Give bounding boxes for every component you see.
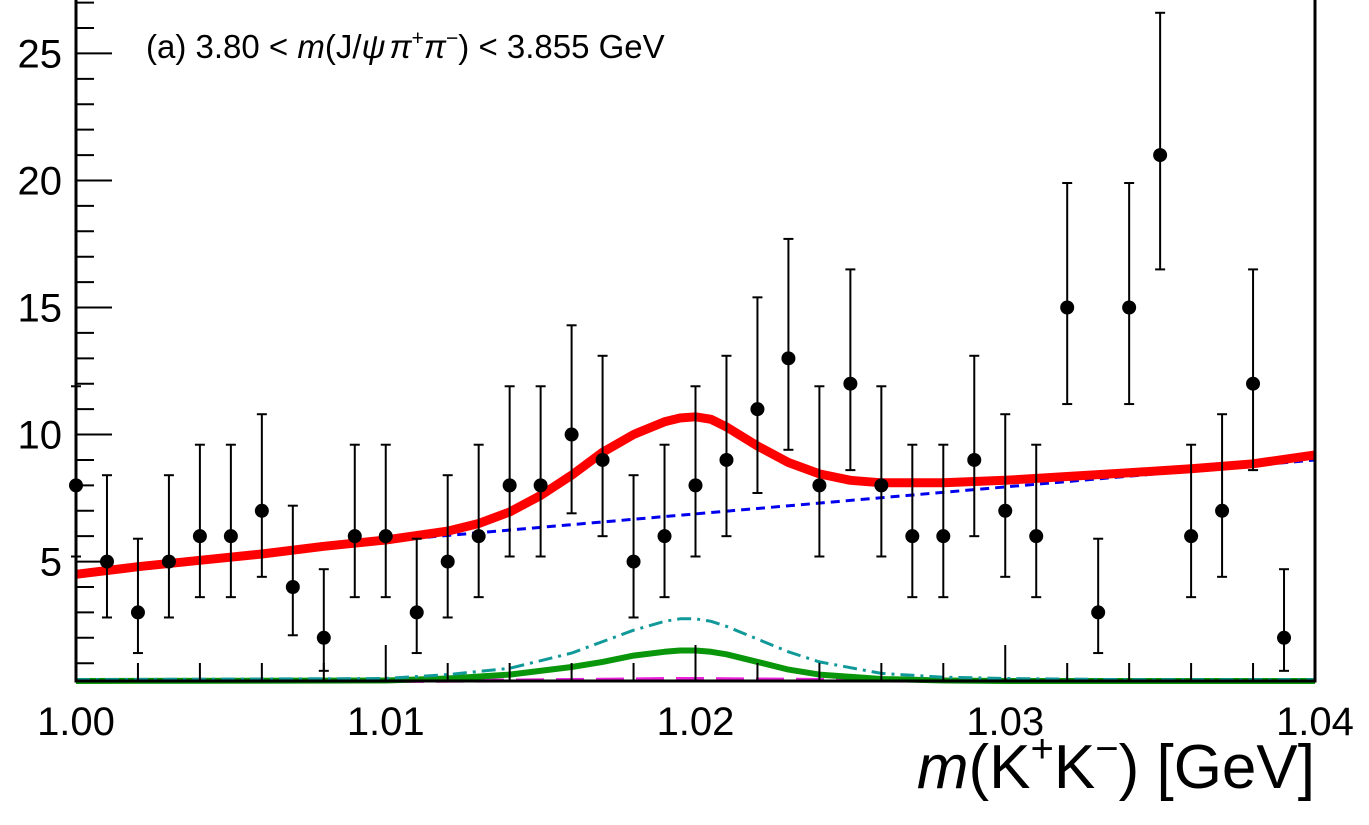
data-marker: [223, 529, 238, 544]
data-marker: [409, 605, 424, 620]
data-point: [316, 568, 331, 672]
y-tick-label: 20: [18, 159, 63, 203]
y-tick-label: 25: [18, 32, 63, 76]
data-point: [1060, 182, 1075, 406]
data-point: [285, 504, 300, 637]
x-tick-label: 1.03: [966, 700, 1044, 744]
data-marker: [781, 351, 796, 366]
data-marker: [1246, 376, 1261, 391]
data-marker: [564, 427, 579, 442]
data-point: [130, 537, 145, 655]
data-marker: [595, 452, 610, 467]
data-point: [409, 537, 424, 655]
data-marker: [192, 529, 207, 544]
x-axis-ticks: 1.00 1.01 1.02 1.03 1.04: [37, 645, 1354, 744]
data-point: [781, 237, 796, 451]
data-point: [223, 443, 238, 599]
data-point: [440, 474, 455, 619]
data-point: [1277, 568, 1292, 672]
data-marker: [161, 554, 176, 569]
data-point: [564, 324, 579, 515]
data-marker: [688, 478, 703, 493]
x-axis-title: m(K+K−) [GeV]: [917, 727, 1315, 802]
data-marker: [998, 503, 1013, 518]
data-marker: [130, 605, 145, 620]
x-tick-label: 1.01: [347, 700, 425, 744]
data-marker: [1091, 605, 1106, 620]
x-tick-label: 1.00: [37, 700, 115, 744]
data-marker: [967, 452, 982, 467]
data-marker: [1029, 529, 1044, 544]
data-point: [192, 443, 207, 599]
data-marker: [657, 529, 672, 544]
data-marker: [719, 452, 734, 467]
data-point: [874, 385, 889, 558]
data-point: [626, 474, 641, 619]
data-point: [719, 354, 734, 538]
data-point: [843, 268, 858, 472]
data-point: [905, 443, 920, 599]
data-marker: [285, 579, 300, 594]
data-point: [161, 474, 176, 619]
data-point: [1246, 268, 1261, 472]
y-tick-label: 10: [18, 414, 63, 458]
data-marker: [502, 478, 517, 493]
data-marker: [1277, 630, 1292, 645]
data-point: [347, 443, 362, 599]
data-marker: [936, 529, 951, 544]
data-point: [533, 385, 548, 558]
data-point: [471, 443, 486, 599]
data-marker: [1215, 503, 1230, 518]
x-tick-label: 1.04: [1276, 700, 1354, 744]
fit-range-annotation: (a) 3.80 < m(J/ψ π+π−) < 3.855 GeV: [146, 27, 665, 65]
data-point: [657, 443, 672, 599]
data-marker: [874, 478, 889, 493]
data-point: [998, 413, 1013, 578]
data-marker: [1122, 300, 1137, 315]
data-marker: [1184, 529, 1199, 544]
data-marker: [378, 529, 393, 544]
data-point: [1215, 413, 1230, 578]
data-marker: [471, 529, 486, 544]
data-marker: [533, 478, 548, 493]
data-point: [378, 443, 393, 599]
data-point: [1091, 537, 1106, 655]
dashdot-component-curve: [75, 617, 1315, 682]
x-tick-label: 1.02: [657, 700, 735, 744]
data-marker: [905, 529, 920, 544]
data-marker: [750, 402, 765, 417]
data-point: [254, 413, 269, 578]
y-axis-ticks: 5 10 15 20 25: [18, 1, 112, 665]
data-point: [99, 474, 114, 619]
y-tick-label: 15: [18, 287, 63, 331]
data-point: [812, 385, 827, 558]
data-point: [688, 385, 703, 558]
data-marker: [1060, 300, 1075, 315]
data-point: [750, 296, 765, 494]
data-point: [1184, 443, 1199, 599]
data-marker: [254, 503, 269, 518]
data-marker: [1153, 148, 1168, 163]
data-point: [1153, 11, 1168, 271]
y-tick-label: 5: [40, 541, 62, 585]
data-marker: [440, 554, 455, 569]
data-marker: [812, 478, 827, 493]
data-points: [69, 11, 1292, 672]
data-marker: [626, 554, 641, 569]
data-point: [502, 385, 517, 558]
data-point: [967, 354, 982, 538]
data-point: [1029, 443, 1044, 599]
data-marker: [316, 630, 331, 645]
data-marker: [347, 529, 362, 544]
data-marker: [843, 376, 858, 391]
data-point: [595, 354, 610, 538]
data-point: [1122, 182, 1137, 406]
data-point: [936, 443, 951, 599]
